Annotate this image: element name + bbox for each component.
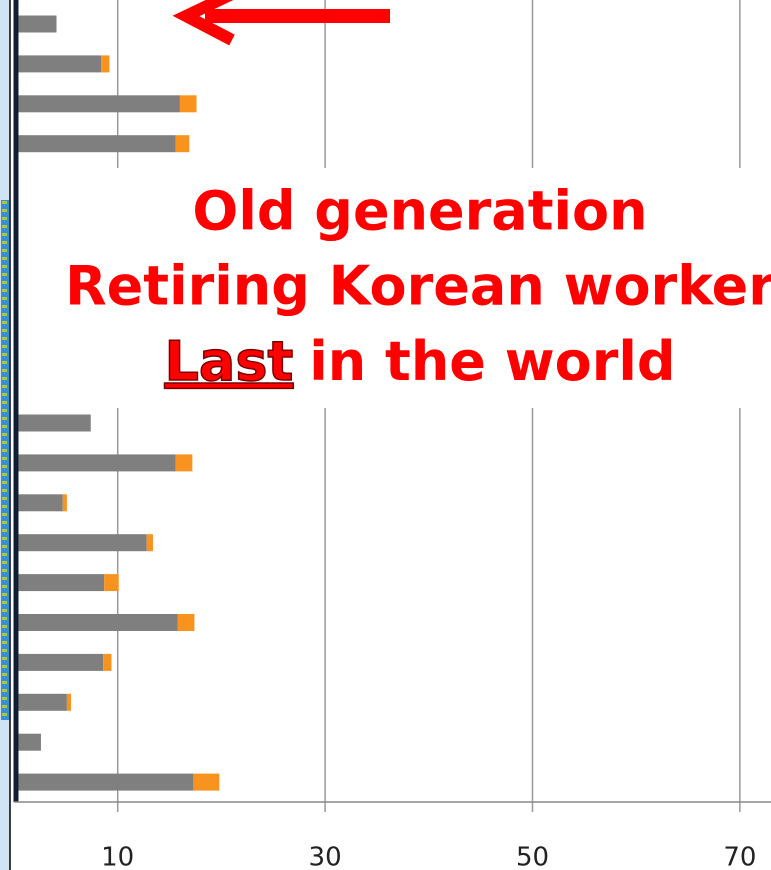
bar [14, 574, 105, 592]
bar [177, 614, 195, 631]
bar [179, 95, 197, 113]
bar [14, 414, 91, 432]
bar [14, 135, 176, 153]
annotation: Last in the world [164, 330, 675, 393]
annotation: Old generation [192, 180, 647, 243]
bar [14, 614, 178, 631]
bar [103, 653, 112, 671]
annotation: in the world [309, 330, 675, 393]
bar [193, 773, 220, 791]
bar [175, 135, 190, 153]
bar [14, 773, 194, 791]
bar [146, 534, 153, 552]
note-background [22, 168, 771, 408]
bar [101, 55, 110, 73]
x-tick-label: 70 [723, 843, 756, 870]
bar [104, 574, 119, 592]
bar [14, 733, 41, 751]
bar [14, 55, 102, 73]
bar [66, 693, 72, 711]
bar [62, 494, 67, 512]
x-tick-label: 10 [101, 843, 134, 870]
bar [14, 693, 67, 711]
arrow [172, 0, 390, 46]
bar [14, 534, 147, 552]
side-panel-pattern [1, 200, 9, 720]
bar [175, 454, 193, 472]
bar [14, 15, 57, 33]
annotation: Last [164, 330, 293, 393]
x-tick-label: 50 [516, 843, 549, 870]
bar [14, 95, 180, 113]
bar [14, 653, 104, 671]
bar [14, 454, 176, 472]
bar [14, 494, 63, 512]
annotation: Retiring Korean worker [65, 255, 771, 318]
x-tick-label: 30 [309, 843, 342, 870]
